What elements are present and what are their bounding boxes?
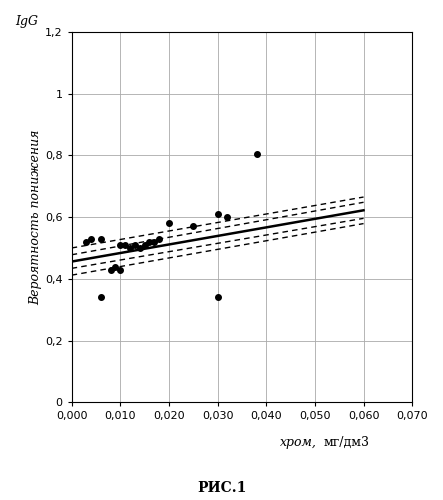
- Point: [117, 241, 124, 249]
- Point: [146, 238, 153, 246]
- Text: хром,: хром,: [280, 436, 317, 448]
- Text: РИС.1: РИС.1: [197, 481, 246, 495]
- Point: [131, 241, 138, 249]
- Y-axis label: Вероятность понижения: Вероятность понижения: [29, 130, 42, 305]
- Point: [97, 294, 105, 302]
- Point: [214, 294, 221, 302]
- Point: [224, 213, 231, 221]
- Text: IgG: IgG: [16, 15, 39, 28]
- Point: [165, 220, 172, 228]
- Point: [253, 150, 260, 158]
- Point: [214, 210, 221, 218]
- Point: [83, 238, 90, 246]
- Point: [88, 234, 95, 242]
- Point: [112, 262, 119, 270]
- Point: [151, 238, 158, 246]
- Point: [155, 234, 163, 242]
- Point: [122, 241, 129, 249]
- Point: [107, 266, 114, 274]
- Point: [117, 266, 124, 274]
- Point: [141, 241, 148, 249]
- Point: [136, 244, 143, 252]
- Text: мг/дм3: мг/дм3: [324, 436, 369, 448]
- Point: [97, 234, 105, 242]
- Point: [190, 222, 197, 230]
- Point: [127, 244, 134, 252]
